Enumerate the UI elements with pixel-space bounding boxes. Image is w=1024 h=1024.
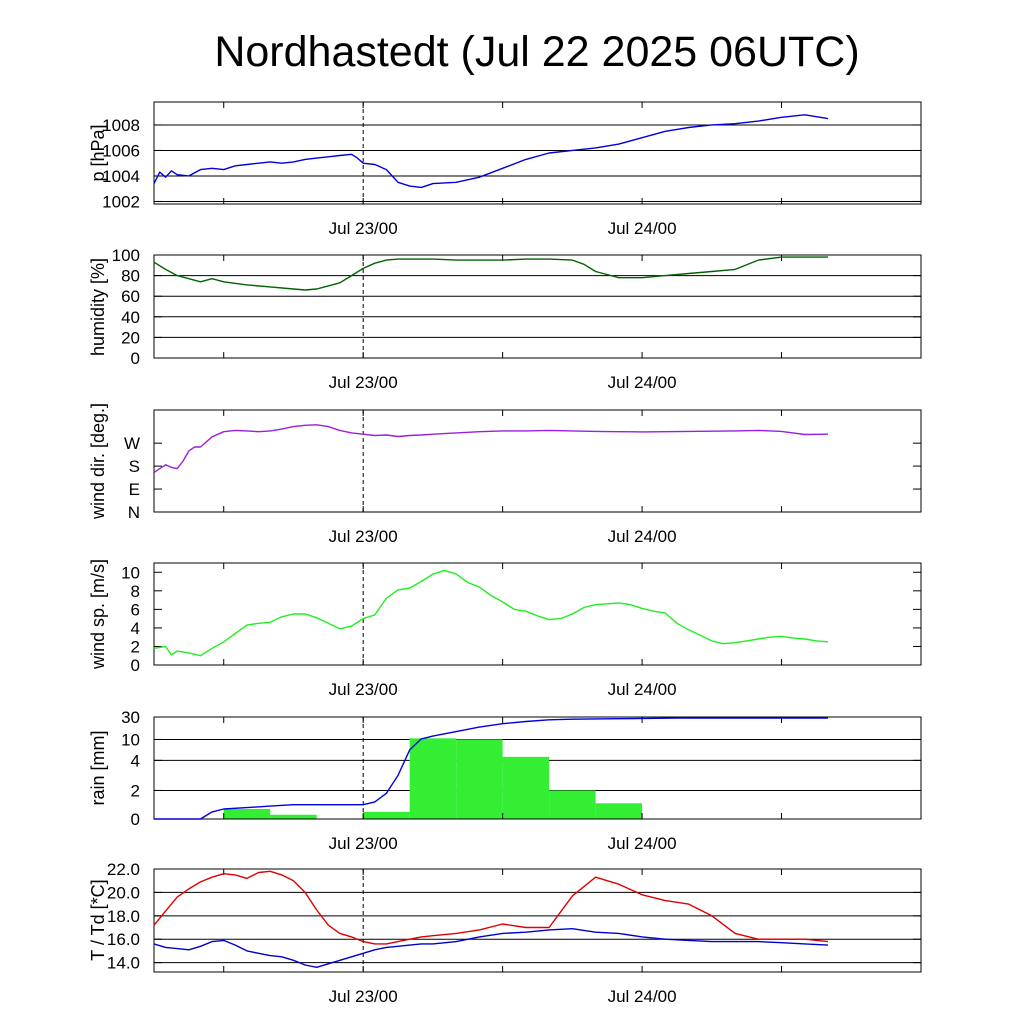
- y-tick-label: 10: [121, 563, 140, 582]
- plot-frame: [153, 562, 922, 666]
- y-tick-label: N: [128, 503, 140, 522]
- x-tick-label: Jul 24/00: [608, 987, 677, 1006]
- rain-line-line: [154, 717, 828, 820]
- y-tick-label: 22.0: [107, 860, 140, 879]
- y-tick-label: 6: [131, 600, 140, 619]
- rain-bar: [502, 756, 550, 819]
- y-axis-label: humidity [%]: [88, 258, 108, 356]
- y-axis-label: p [hPa]: [88, 124, 108, 181]
- y-tick-label: 1006: [102, 141, 140, 160]
- x-tick-label: Jul 23/00: [329, 527, 398, 546]
- x-tick-label: Jul 24/00: [608, 373, 677, 392]
- plot-frame: [153, 254, 922, 359]
- y-tick-label: 14.0: [107, 954, 140, 973]
- wind-dir-line: [153, 424, 829, 474]
- y-tick-label: 40: [121, 308, 140, 327]
- y-tick-label: 1004: [102, 167, 140, 186]
- plot-frame: [153, 868, 922, 973]
- rain-bar: [223, 809, 271, 819]
- y-tick-label: 4: [131, 751, 140, 770]
- humidity-line: [153, 256, 828, 291]
- y-tick-label: 1002: [102, 192, 140, 211]
- rain-bar: [549, 790, 596, 819]
- y-tick-label: W: [124, 434, 140, 453]
- x-tick-label: Jul 23/00: [329, 680, 398, 699]
- y-tick-label: 0: [131, 349, 140, 368]
- y-tick-label: 80: [121, 267, 140, 286]
- y-tick-label: 0: [131, 810, 140, 829]
- y-tick-label: E: [129, 480, 140, 499]
- rain-bar: [363, 811, 410, 819]
- y-tick-label: 1008: [102, 116, 140, 135]
- wind-speed-line: [153, 569, 829, 657]
- y-tick-label: 30: [121, 708, 140, 727]
- x-tick-label: Jul 24/00: [608, 527, 677, 546]
- y-axis-label: rain [mm]: [88, 730, 108, 805]
- x-tick-label: Jul 24/00: [608, 834, 677, 853]
- y-tick-label: 10: [121, 730, 140, 749]
- rain-bar: [270, 814, 317, 819]
- x-tick-label: Jul 23/00: [329, 373, 398, 392]
- plot-frame: [153, 101, 922, 205]
- y-tick-label: 2: [131, 781, 140, 800]
- y-tick-label: 100: [112, 246, 140, 265]
- y-tick-label: 20: [121, 328, 140, 347]
- chart-title: Nordhastedt (Jul 22 2025 06UTC): [214, 28, 859, 76]
- rain-bar: [409, 738, 457, 819]
- y-axis-label: wind sp. [m/s]: [88, 559, 108, 670]
- y-tick-label: S: [129, 457, 140, 476]
- x-tick-label: Jul 24/00: [608, 680, 677, 699]
- temperature-line: [153, 870, 829, 945]
- y-axis-label: T / Td [*C]: [88, 879, 108, 960]
- y-tick-label: 4: [131, 619, 140, 638]
- rain-bar: [595, 803, 643, 819]
- dewpoint-line: [153, 928, 829, 968]
- y-tick-label: 2: [131, 637, 140, 656]
- x-tick-label: Jul 23/00: [329, 987, 398, 1006]
- panel-6: 14.0 16.0 18.0 20.0 22.0T / Td [*C] Jul 23/00…: [88, 860, 922, 1006]
- y-tick-label: 60: [121, 287, 140, 306]
- panel-5: 0 2 4 10 30 rain [mm] Jul 23/00 Jul 24/00: [88, 708, 922, 853]
- rain-bar: [456, 739, 503, 819]
- plot-frame: [153, 716, 922, 820]
- y-tick-label: 8: [131, 582, 140, 601]
- x-tick-label: Jul 23/00: [329, 219, 398, 238]
- y-tick-label: 0: [131, 656, 140, 675]
- y-tick-label: 20.0: [107, 883, 140, 902]
- y-tick-label: 18.0: [107, 907, 140, 926]
- plot-frame: [153, 409, 922, 513]
- y-tick-label: 16.0: [107, 930, 140, 949]
- x-tick-label: Jul 24/00: [608, 219, 677, 238]
- pressure-line: [153, 114, 829, 189]
- y-axis-label: wind dir. [deg.]: [88, 403, 108, 520]
- x-tick-label: Jul 23/00: [329, 834, 398, 853]
